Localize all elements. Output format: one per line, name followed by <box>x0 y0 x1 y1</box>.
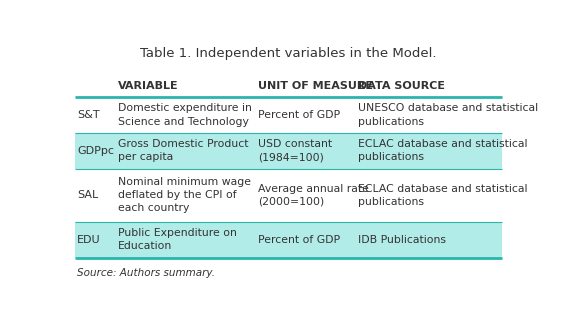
Text: ECLAC database and statistical
publications: ECLAC database and statistical publicati… <box>358 184 528 207</box>
Text: GDPpc: GDPpc <box>77 146 114 156</box>
Text: UNIT OF MEASURE: UNIT OF MEASURE <box>258 81 373 91</box>
Text: Nominal minimum wage
deflated by the CPI of
each country: Nominal minimum wage deflated by the CPI… <box>118 177 251 214</box>
Bar <box>75 222 502 258</box>
Text: Public Expenditure on
Education: Public Expenditure on Education <box>118 228 237 251</box>
Text: VARIABLE: VARIABLE <box>118 81 179 91</box>
Text: UNESCO database and statistical
publications: UNESCO database and statistical publicat… <box>358 103 538 127</box>
Text: DATA SOURCE: DATA SOURCE <box>358 81 445 91</box>
Text: Percent of GDP: Percent of GDP <box>258 110 340 120</box>
Text: SAL: SAL <box>77 190 98 200</box>
Text: ECLAC database and statistical
publications: ECLAC database and statistical publicati… <box>358 139 528 162</box>
Text: Gross Domestic Product
per capita: Gross Domestic Product per capita <box>118 139 249 162</box>
Text: Source: Authors summary.: Source: Authors summary. <box>77 267 215 277</box>
Bar <box>75 133 502 169</box>
Text: IDB Publications: IDB Publications <box>358 235 446 245</box>
Text: S&T: S&T <box>77 110 100 120</box>
Text: Average annual rate
(2000=100): Average annual rate (2000=100) <box>258 184 369 207</box>
Text: EDU: EDU <box>77 235 101 245</box>
Text: Percent of GDP: Percent of GDP <box>258 235 340 245</box>
Text: Domestic expenditure in
Science and Technology: Domestic expenditure in Science and Tech… <box>118 103 252 127</box>
Text: USD constant
(1984=100): USD constant (1984=100) <box>258 139 332 162</box>
Text: Table 1. Independent variables in the Model.: Table 1. Independent variables in the Mo… <box>140 47 437 60</box>
